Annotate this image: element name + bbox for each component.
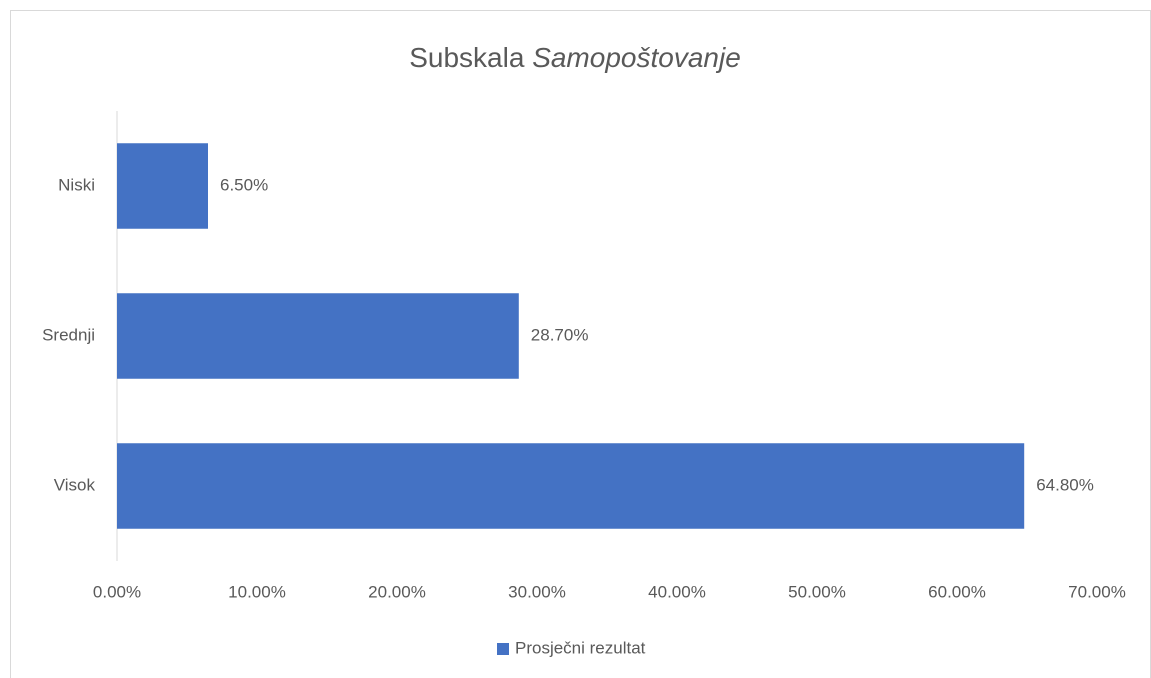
bar: [117, 293, 519, 379]
x-tick-label: 0.00%: [93, 582, 141, 601]
x-tick-label: 50.00%: [788, 582, 846, 601]
x-tick-label: 10.00%: [228, 582, 286, 601]
legend-swatch: [497, 643, 509, 655]
chart-title: Subskala Samopoštovanje: [409, 42, 741, 73]
data-label: 28.70%: [531, 325, 589, 344]
legend-label: Prosječni rezultat: [515, 638, 646, 657]
data-label: 64.80%: [1036, 475, 1094, 494]
y-tick-label: Visok: [54, 475, 96, 494]
x-tick-label: 20.00%: [368, 582, 426, 601]
x-tick-label: 70.00%: [1068, 582, 1126, 601]
x-tick-label: 30.00%: [508, 582, 566, 601]
x-tick-label: 60.00%: [928, 582, 986, 601]
bar: [117, 143, 208, 229]
title-part: Subskala: [409, 42, 525, 73]
y-tick-label: Niski: [58, 175, 95, 194]
title-part: Samopoštovanje: [532, 42, 741, 73]
bar: [117, 443, 1025, 529]
y-tick-label: Srednji: [42, 325, 95, 344]
x-tick-label: 40.00%: [648, 582, 706, 601]
data-label: 6.50%: [220, 175, 268, 194]
